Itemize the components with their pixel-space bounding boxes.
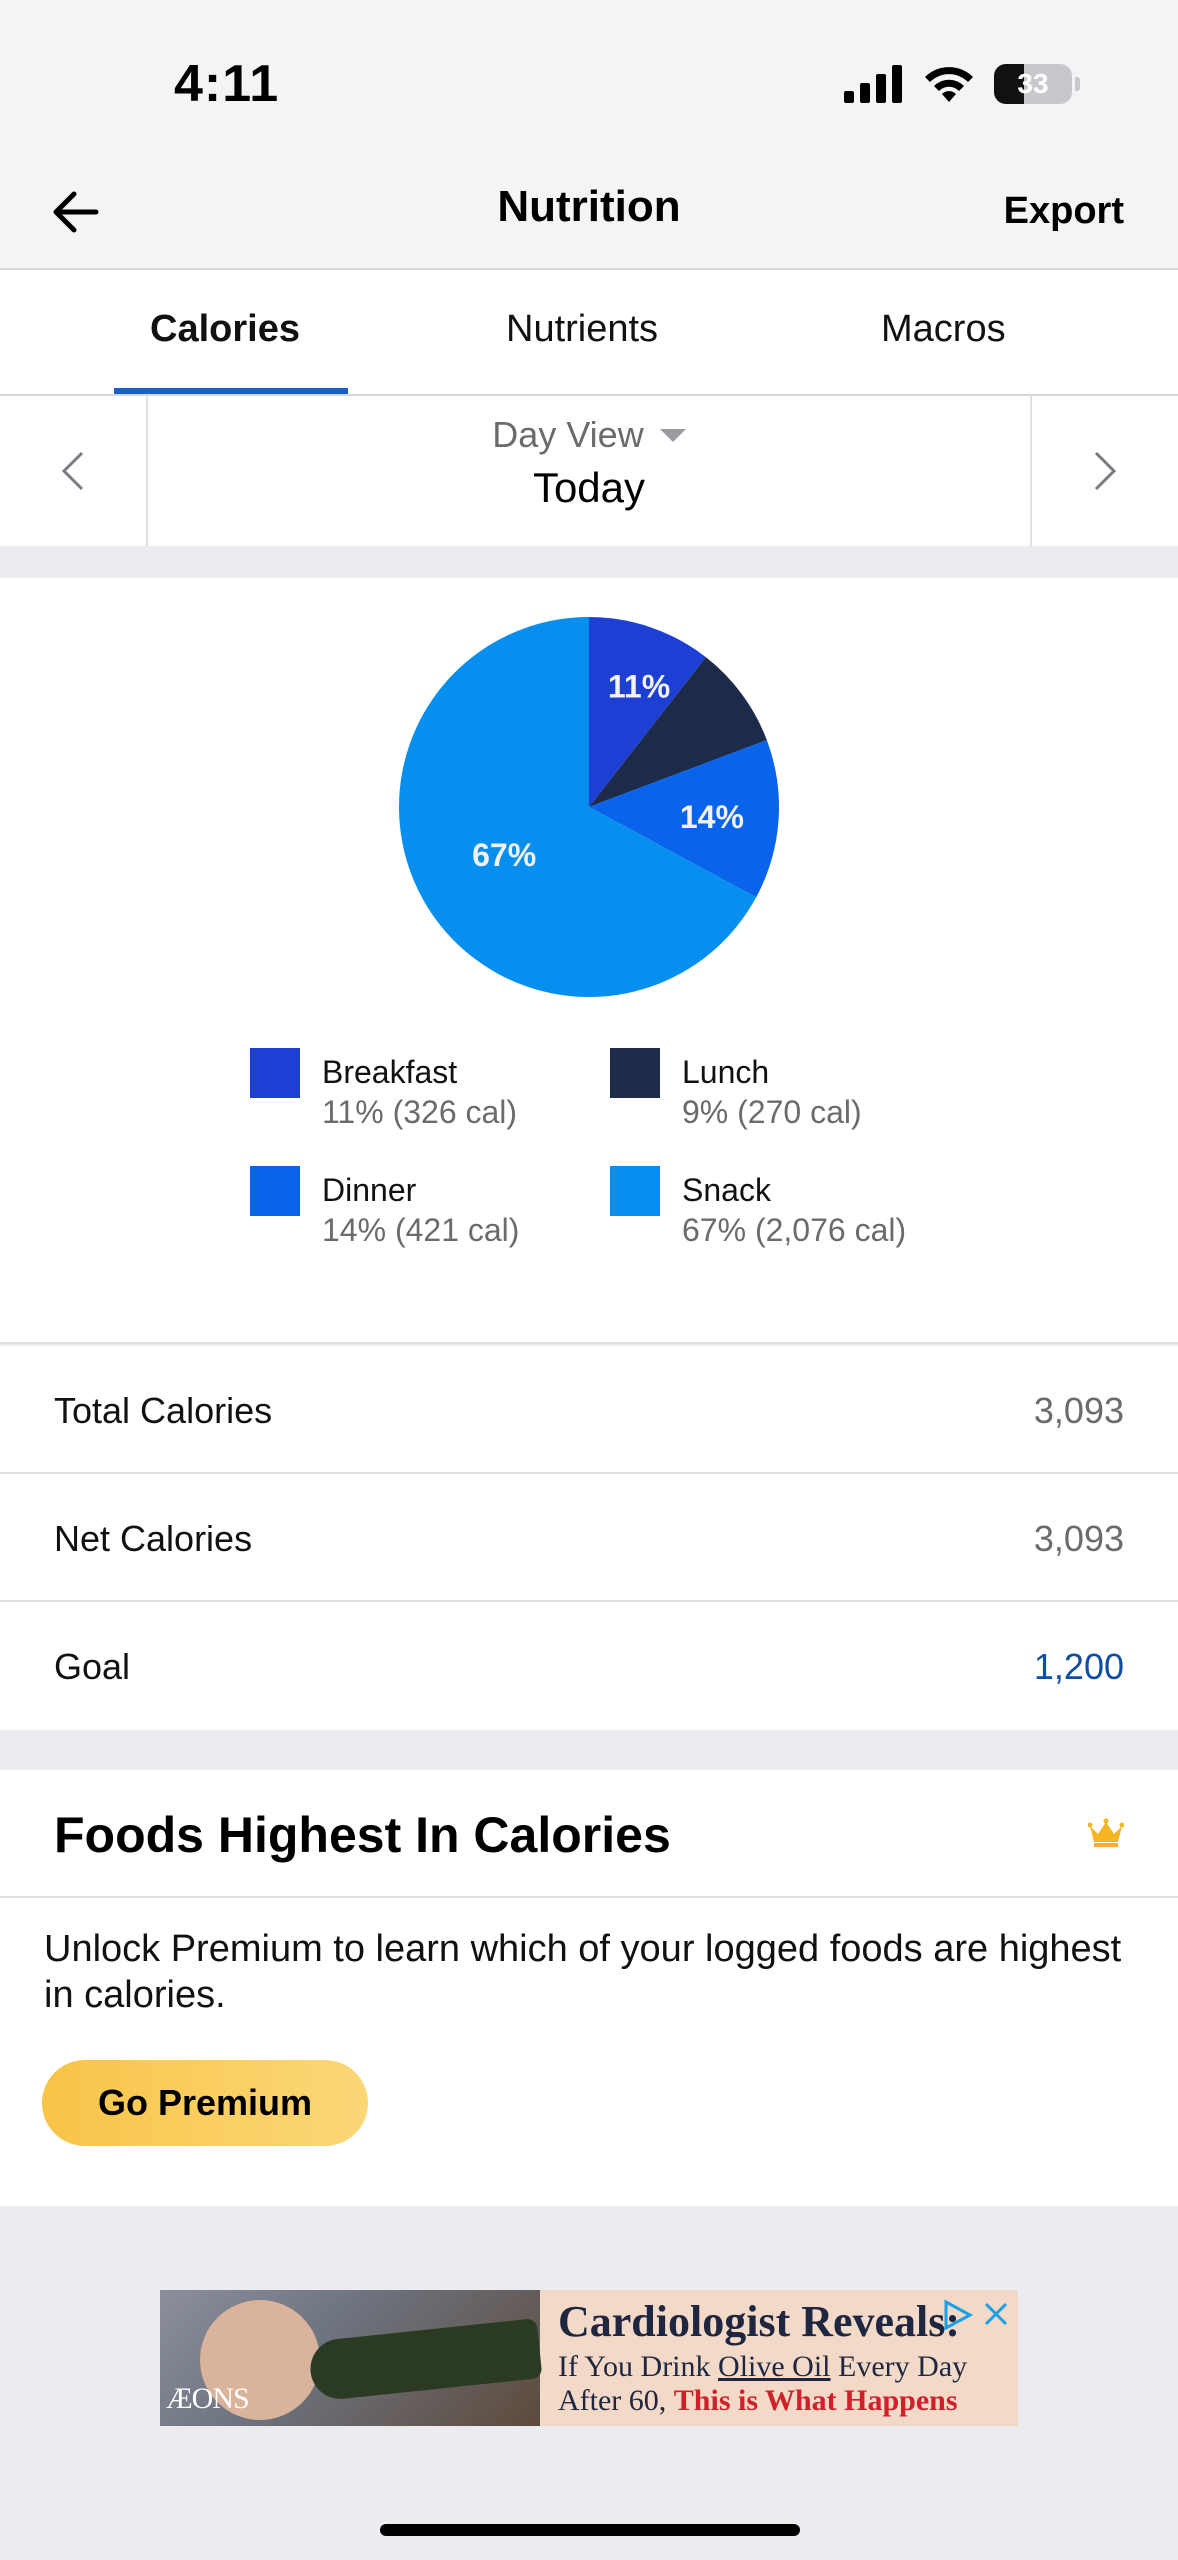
legend-name: Snack [682,1172,771,1208]
ad-line-2: If You Drink Olive Oil Every Day [558,2350,967,2384]
ad-headline: Cardiologist Reveals: [558,2297,961,2346]
premium-description: Unlock Premium to learn which of your lo… [44,1928,1122,2016]
chevron-left-icon [61,451,84,491]
tab-macros[interactable]: Macros [881,308,1006,350]
legend-name: Lunch [682,1054,770,1090]
status-bar: 4:11 33 [0,0,1178,160]
legend-swatch [610,1048,660,1098]
ad-line-3-highlight: This is What Happens [673,2384,958,2417]
previous-day-button[interactable] [0,396,148,546]
ad-close-icon[interactable] [980,2298,1012,2330]
net-calories-value: 3,093 [1033,1518,1124,1559]
status-icons: 33 [844,64,1080,104]
legend-value: 11% (326 cal) [322,1094,518,1130]
legend-name: Breakfast [322,1054,458,1090]
home-indicator [380,2524,800,2536]
legend-swatch [250,1048,300,1098]
wifi-icon [925,67,973,102]
calories-pie-chart: 11% 14% 67% [399,617,779,997]
foods-highest-title: Foods Highest In Calories [54,1807,671,1863]
net-calories-label: Net Calories [54,1518,253,1559]
legend-item-snack: Snack 67% (2,076 cal) [610,1166,960,1266]
ad-brand: ÆONS [166,2382,250,2415]
pie-slice-dinner [589,740,779,898]
legend-swatch [610,1166,660,1216]
go-premium-button[interactable]: Go Premium [42,2060,368,2146]
date-view-selector[interactable]: Day View Today [148,396,1030,546]
ad-face-shape [200,2300,320,2420]
ad-banner[interactable]: ÆONS Cardiologist Reveals: If You Drink … [160,2290,1018,2426]
goal-row[interactable]: Goal 1,200 [0,1602,1178,1730]
battery-icon: 33 [994,64,1080,104]
pie-label-snack: 67% [472,837,536,873]
pie-label-dinner: 14% [680,799,744,835]
legend-swatch [250,1166,300,1216]
goal-label: Goal [54,1646,131,1687]
goal-value: 1,200 [1033,1646,1124,1687]
legend-item-breakfast: Breakfast 11% (326 cal) [250,1048,600,1148]
legend-value: 14% (421 cal) [322,1212,520,1248]
ad-bottle-shape [307,2318,543,2402]
total-calories-value: 3,093 [1033,1390,1124,1431]
pie-slice-snack [399,617,757,997]
calorie-summary: Total Calories 3,093 Net Calories 3,093 … [0,1346,1178,1730]
foods-highest-card: Foods Highest In Calories Unlock Premium… [0,1770,1178,2206]
net-calories-row: Net Calories 3,093 [0,1474,1178,1602]
ad-line-2-prefix: If You Drink [558,2350,719,2383]
legend-value: 9% (270 cal) [682,1094,862,1130]
export-button[interactable]: Export [1003,190,1124,232]
ad-line-2-suffix: Every Day [830,2350,968,2383]
legend-item-dinner: Dinner 14% (421 cal) [250,1166,600,1266]
caret-down-icon [659,428,686,442]
tab-bar: Calories Nutrients Macros [0,270,1178,396]
day-view-label: Day View [492,414,644,455]
foods-highest-header: Foods Highest In Calories [0,1770,1178,1898]
tab-nutrients[interactable]: Nutrients [506,308,659,350]
date-selector: Day View Today [0,396,1178,546]
ad-line-3: After 60, This is What Happens [558,2384,958,2418]
total-calories-row: Total Calories 3,093 [0,1346,1178,1474]
ad-line-3-prefix: After 60, [558,2384,674,2417]
date-label: Today [532,464,646,511]
tab-calories[interactable]: Calories [150,308,300,350]
legend-name: Dinner [322,1172,417,1208]
status-time: 4:11 [174,55,280,113]
ad-choices-icon[interactable] [940,2298,976,2332]
back-arrow-icon[interactable] [48,182,108,242]
ad-image: ÆONS [160,2290,543,2426]
legend-item-lunch: Lunch 9% (270 cal) [610,1048,960,1148]
pie-slice-breakfast [589,617,706,807]
page-title: Nutrition [497,182,681,231]
total-calories-label: Total Calories [54,1390,273,1431]
crown-icon [1088,1818,1124,1847]
next-day-button[interactable] [1030,396,1178,546]
calorie-chart-card: 11% 14% 67% Breakfast 11% (326 cal) Lunch … [0,578,1178,1344]
ad-line-2-underlined: Olive Oil [718,2350,831,2383]
pie-slice-lunch [589,657,767,807]
chevron-right-icon [1094,451,1117,491]
pie-label-breakfast: 11% [608,668,670,704]
signal-icon [844,65,902,103]
legend-value: 67% (2,076 cal) [682,1212,907,1248]
battery-level: 33 [1017,68,1049,99]
nav-header: Nutrition Export [0,160,1178,270]
active-tab-indicator [114,388,348,394]
